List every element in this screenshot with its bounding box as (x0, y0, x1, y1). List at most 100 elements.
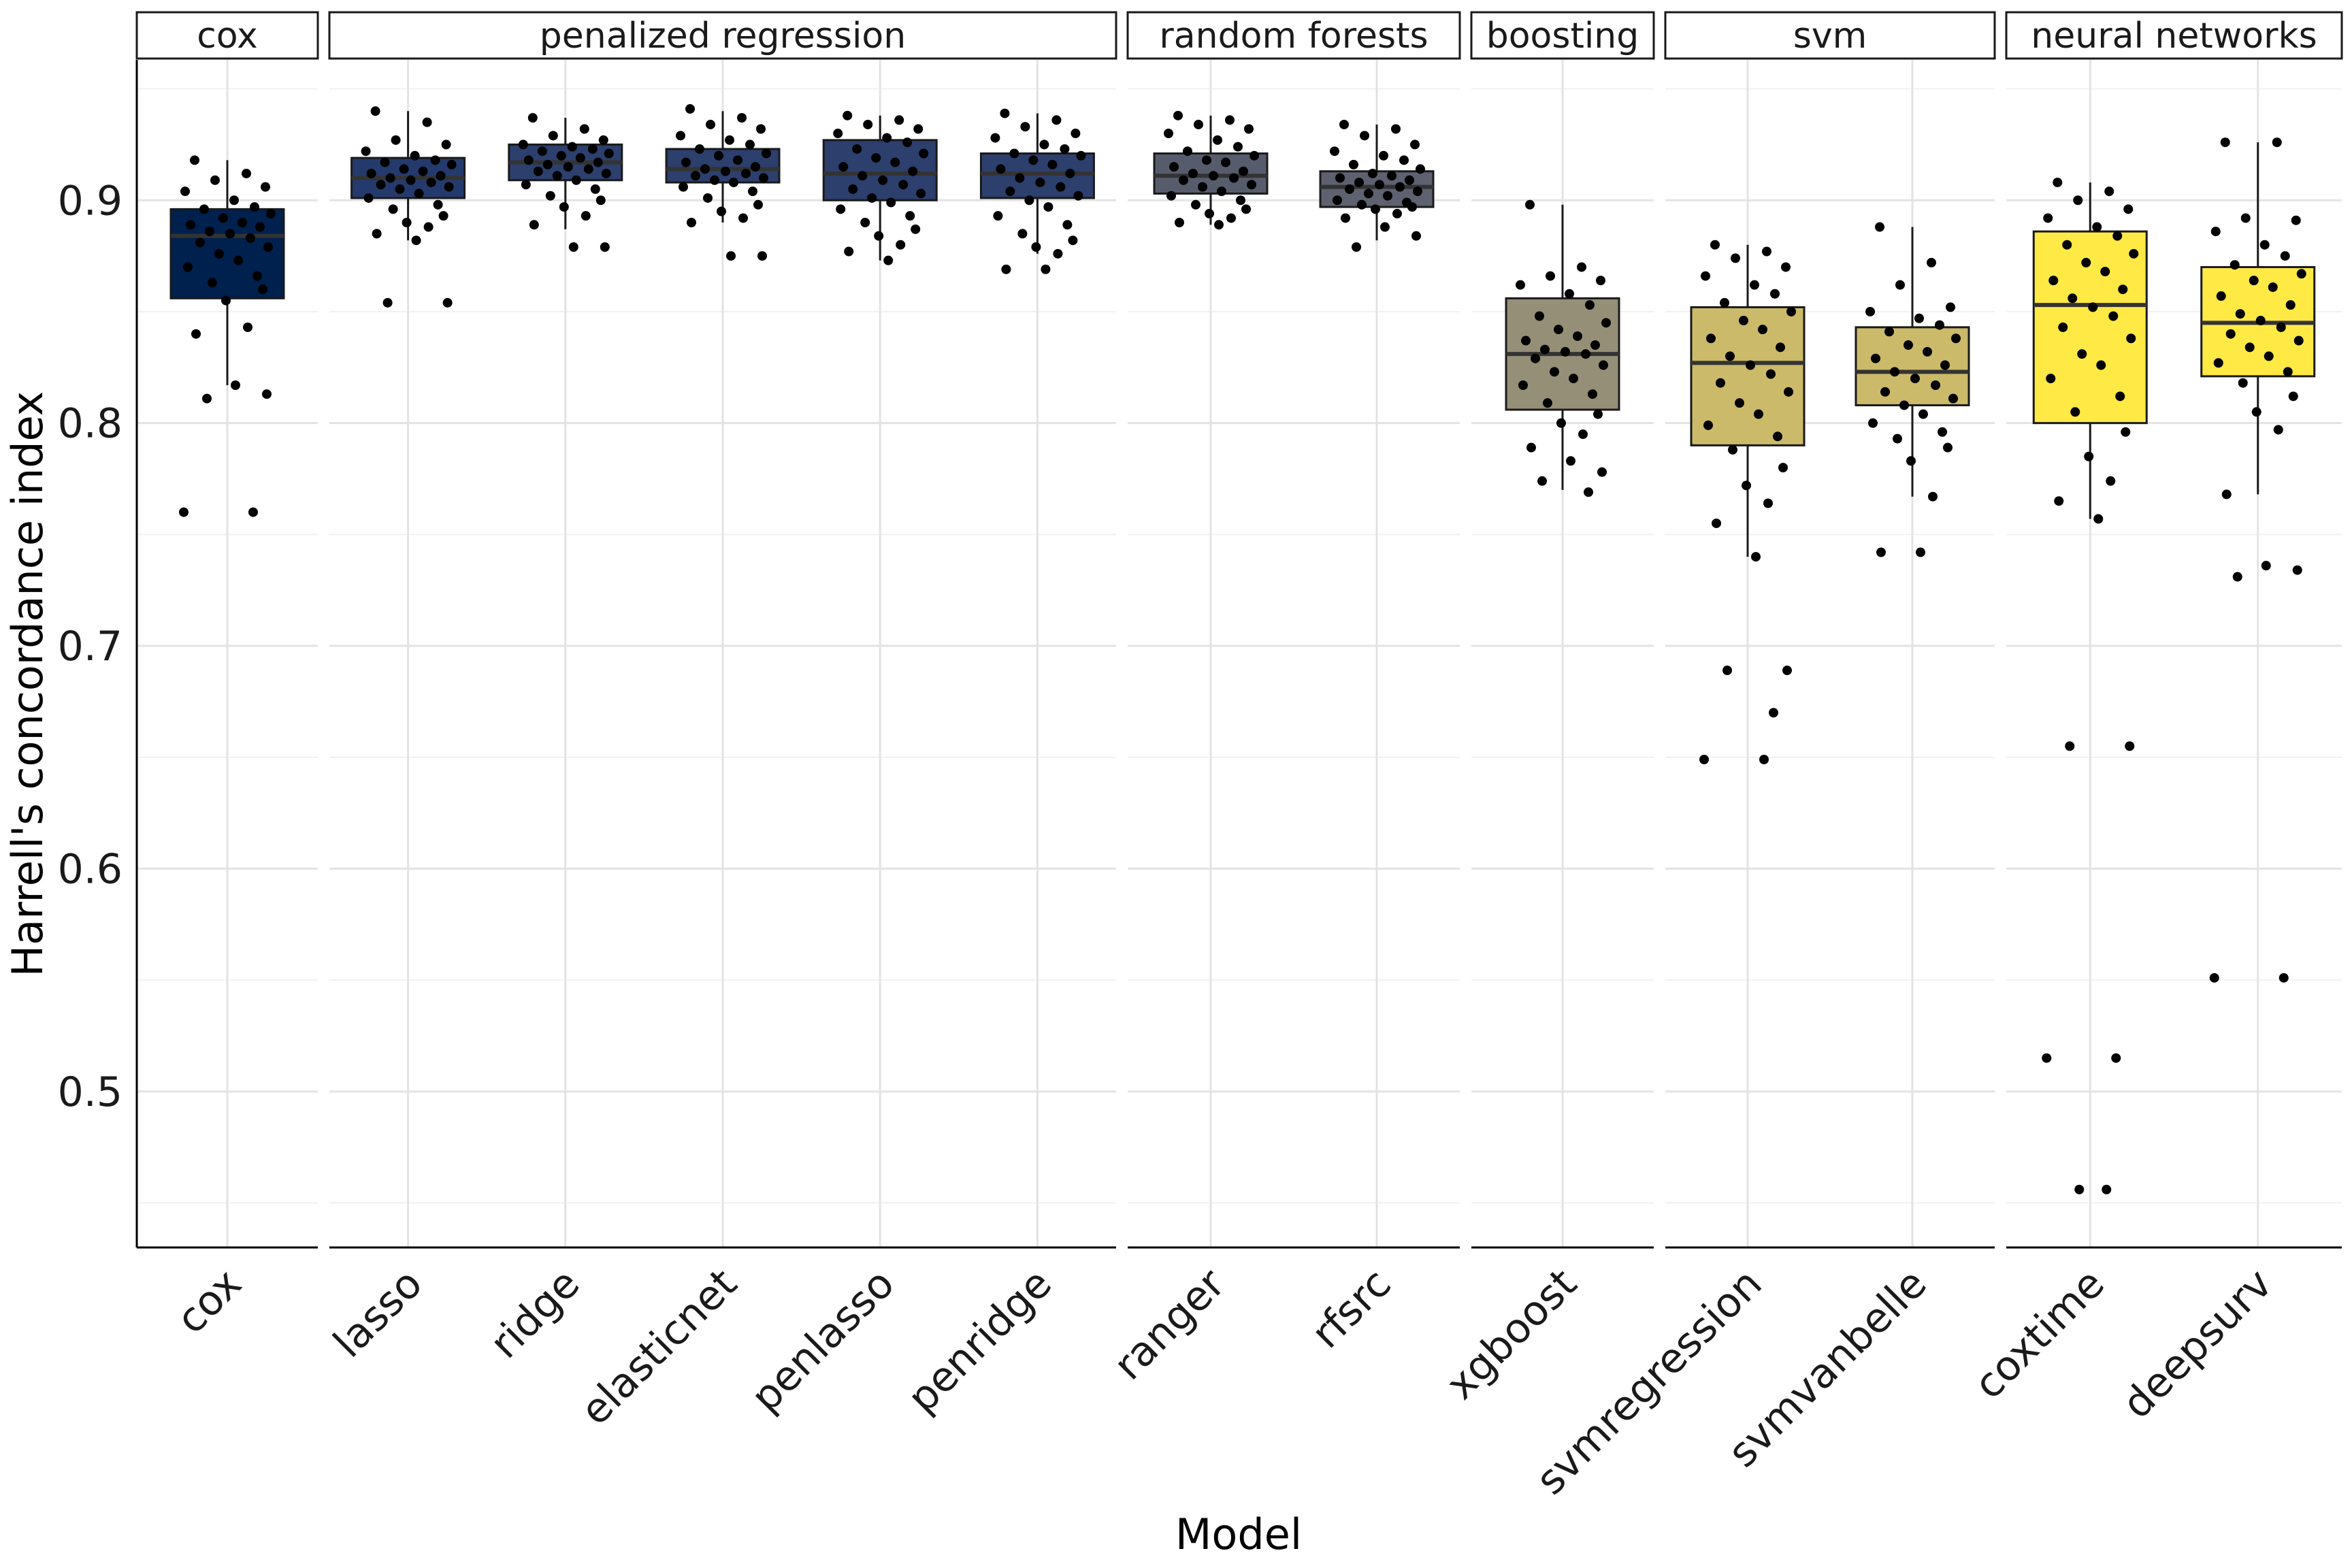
data-point (221, 295, 231, 306)
data-point (2244, 342, 2255, 353)
data-point (2068, 293, 2078, 304)
data-point (2278, 973, 2289, 983)
data-point (1405, 175, 1414, 185)
y-tick-label: 0.9 (58, 177, 122, 225)
data-point (993, 211, 1003, 221)
data-point (1521, 336, 1531, 346)
data-point (2272, 137, 2282, 148)
data-point (410, 150, 420, 161)
data-point (1202, 155, 1211, 165)
data-point (250, 202, 259, 212)
data-point (867, 193, 877, 203)
data-point (600, 242, 610, 252)
data-point (1354, 178, 1364, 188)
facet-strip (1126, 11, 1461, 60)
data-point (518, 140, 528, 150)
data-point (1387, 171, 1396, 181)
data-point (2043, 213, 2053, 223)
data-point (2280, 251, 2290, 261)
data-point (679, 182, 688, 192)
data-point (886, 197, 896, 208)
data-point (703, 193, 713, 203)
data-point (2209, 973, 2219, 983)
data-point (1546, 271, 1555, 281)
data-point (1017, 229, 1028, 239)
data-point (1039, 140, 1049, 150)
data-point (1948, 393, 1958, 404)
data-point (1009, 148, 1019, 159)
data-point (2276, 322, 2286, 332)
data-point (1395, 182, 1405, 192)
facet-strip-label: boosting (1486, 16, 1639, 56)
data-point (1543, 398, 1552, 408)
data-point (382, 297, 393, 308)
data-point (1739, 316, 1748, 326)
data-point (436, 171, 446, 181)
data-point (1731, 253, 1740, 263)
data-point (1379, 150, 1388, 161)
data-point (604, 148, 614, 159)
data-point (1927, 257, 1936, 267)
data-point (1778, 463, 1788, 473)
data-point (399, 164, 409, 174)
data-point (1601, 318, 1611, 328)
data-point (263, 242, 273, 252)
data-point (1716, 378, 1725, 388)
data-point (710, 175, 719, 185)
data-point (2092, 222, 2102, 232)
data-point (2255, 316, 2266, 326)
data-point (1020, 122, 1030, 132)
data-point (2210, 227, 2221, 237)
data-point (1209, 171, 1218, 181)
data-point (2104, 186, 2114, 197)
data-point (191, 329, 201, 339)
data-point (890, 157, 900, 167)
data-point (218, 213, 228, 223)
data-point (214, 248, 224, 259)
data-point (1585, 300, 1595, 310)
data-point (1943, 442, 1953, 453)
data-point (1918, 409, 1928, 419)
data-point (363, 193, 374, 203)
data-point (2216, 291, 2226, 301)
data-point (762, 148, 771, 159)
data-point (2230, 260, 2240, 270)
data-point (2293, 336, 2304, 346)
data-point (1028, 155, 1039, 165)
data-point (186, 220, 195, 230)
data-point (990, 133, 1000, 143)
data-point (1537, 476, 1547, 486)
data-point (1413, 186, 1422, 197)
data-point (183, 262, 193, 272)
data-point (1226, 213, 1236, 223)
data-point (687, 217, 696, 227)
data-point (1035, 178, 1045, 188)
data-point (179, 507, 189, 517)
data-point (2048, 276, 2059, 286)
data-point (996, 164, 1006, 174)
data-point (2118, 284, 2128, 295)
data-point (2077, 349, 2087, 359)
data-point (2240, 213, 2251, 223)
data-point (1890, 367, 1899, 377)
data-point (874, 231, 884, 241)
data-point (391, 135, 401, 145)
data-point (376, 180, 386, 190)
data-point (430, 155, 440, 165)
data-point (843, 110, 853, 120)
data-point (579, 124, 589, 134)
data-point (1895, 280, 1905, 290)
data-point (1766, 369, 1776, 379)
data-point (1335, 173, 1345, 183)
data-point (542, 159, 553, 169)
data-point (262, 389, 272, 399)
data-point (521, 180, 531, 190)
data-point (741, 168, 751, 178)
data-point (208, 278, 217, 288)
data-point (1001, 264, 1011, 274)
data-point (860, 217, 870, 227)
data-point (913, 124, 924, 134)
data-point (1041, 264, 1051, 274)
data-point (2074, 1184, 2085, 1194)
data-point (2042, 1053, 2052, 1063)
